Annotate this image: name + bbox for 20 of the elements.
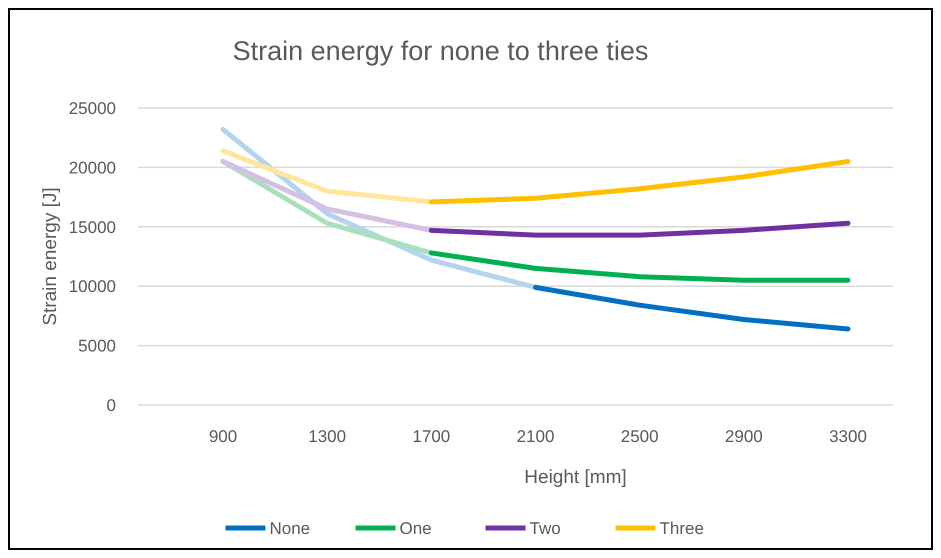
x-tick-label: 1300: [308, 427, 346, 446]
x-axis-title: Height [mm]: [524, 467, 627, 488]
x-tick-label: 900: [208, 427, 238, 446]
y-tick-label: 25000: [68, 98, 116, 118]
legend-label: None: [270, 518, 310, 538]
y-tick-label: 15000: [68, 218, 116, 237]
chart-title: Strain energy for none to three ties: [232, 36, 648, 66]
legend-label: Three: [660, 518, 704, 538]
legend-label: One: [400, 518, 432, 538]
legend-label: Two: [530, 518, 561, 538]
y-tick-label: 0: [106, 396, 116, 415]
x-tick-label: 1700: [412, 427, 450, 446]
x-tick-label: 3300: [829, 427, 867, 446]
x-tick-label: 2100: [516, 427, 554, 446]
y-tick-label: 10000: [68, 277, 116, 296]
y-axis-title: Strain energy [J]: [40, 187, 61, 326]
x-tick-label: 2900: [724, 427, 763, 446]
x-tick-label: 2500: [620, 427, 659, 446]
y-tick-label: 5000: [78, 336, 116, 356]
y-tick-label: 20000: [68, 158, 116, 178]
